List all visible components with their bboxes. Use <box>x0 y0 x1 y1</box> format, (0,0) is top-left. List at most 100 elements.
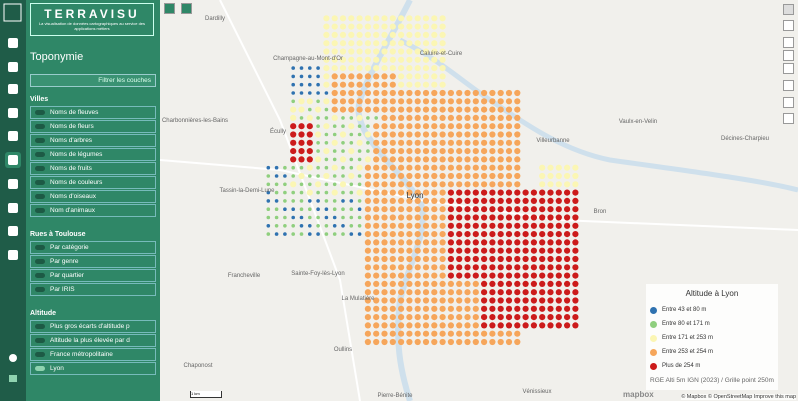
toggle[interactable] <box>35 273 45 278</box>
group-title[interactable]: Altitude <box>30 310 57 317</box>
map-control[interactable] <box>783 4 794 15</box>
toggle[interactable] <box>35 152 45 157</box>
map-dot <box>456 247 463 254</box>
toggle[interactable] <box>35 259 45 264</box>
map-dot <box>530 280 537 287</box>
logout-icon[interactable] <box>9 375 17 382</box>
map-dot <box>283 199 287 203</box>
layer-row[interactable]: France métropolitaine <box>30 348 156 361</box>
toggle[interactable] <box>35 287 45 292</box>
map-dot <box>422 314 430 321</box>
nav-icon[interactable] <box>8 179 18 189</box>
map-dot <box>422 239 430 246</box>
panel-toggle[interactable] <box>164 3 175 14</box>
map-dot <box>323 65 330 72</box>
layer-row[interactable]: Par IRIS <box>30 283 156 296</box>
map-dot <box>308 82 312 87</box>
toggle[interactable] <box>35 208 45 213</box>
map-control[interactable] <box>783 97 794 108</box>
attribution[interactable]: © Mapbox © OpenStreetMap Improve this ma… <box>681 394 796 400</box>
layer-row[interactable]: Altitude la plus élevée par d <box>30 334 156 347</box>
map-dot <box>447 264 454 271</box>
map-dot <box>481 106 488 113</box>
map-dot <box>389 272 396 279</box>
map-dot <box>539 222 546 229</box>
map[interactable]: Dardilly Champagne-au-Mont-d'Or Caluire-et… <box>160 0 798 401</box>
nav-icon[interactable] <box>8 155 18 165</box>
layer-row[interactable]: Lyon <box>30 362 156 375</box>
toggle[interactable] <box>35 138 45 143</box>
layer-row[interactable]: Nom d'animaux <box>30 204 156 217</box>
map-dot <box>332 132 337 137</box>
toggle[interactable] <box>35 166 45 171</box>
toggle[interactable] <box>35 338 45 343</box>
layer-row[interactable]: Noms d'arbres <box>30 134 156 147</box>
map-control[interactable] <box>783 113 794 124</box>
map-control[interactable] <box>783 80 794 91</box>
nav-icon[interactable] <box>8 131 18 141</box>
map-control[interactable] <box>783 20 794 31</box>
map-dot <box>439 48 446 55</box>
toggle[interactable] <box>35 180 45 185</box>
map-dot <box>331 189 338 196</box>
layer-row[interactable]: Par catégorie <box>30 241 156 254</box>
map-dot <box>497 156 504 163</box>
map-dot <box>341 124 345 128</box>
toggle[interactable] <box>35 324 45 329</box>
nav-icon[interactable] <box>8 203 18 213</box>
nav-icon[interactable] <box>8 84 18 94</box>
map-dot <box>339 106 347 113</box>
map-dot <box>431 272 438 279</box>
toggle[interactable] <box>35 352 45 357</box>
nav-icon[interactable] <box>8 226 18 236</box>
nav-icon[interactable] <box>8 108 18 118</box>
group-title[interactable]: Rues à Toulouse <box>30 231 86 238</box>
map-dot <box>530 322 537 329</box>
layer-row[interactable]: Par genre <box>30 255 156 268</box>
map-dot <box>464 189 471 196</box>
toggle[interactable] <box>35 124 45 129</box>
layer-row[interactable]: Plus gros écarts d'altitude p <box>30 320 156 333</box>
toggle[interactable] <box>35 110 45 115</box>
nav-icon[interactable] <box>8 250 18 260</box>
map-dot <box>422 15 430 22</box>
toggle[interactable] <box>35 194 45 199</box>
map-control[interactable] <box>783 37 794 48</box>
nav-icon[interactable] <box>8 38 18 48</box>
map-dot <box>497 255 504 263</box>
map-control[interactable] <box>783 63 794 74</box>
mapbox-logo[interactable]: mapbox <box>623 390 654 399</box>
map-dot <box>422 189 430 196</box>
map-dot <box>398 305 405 312</box>
toggle[interactable] <box>35 366 45 371</box>
map-dot <box>514 123 521 130</box>
layer-row[interactable]: Par quartier <box>30 269 156 282</box>
panel-toggle[interactable] <box>181 3 192 14</box>
search[interactable]: Filtrer les couches <box>30 74 156 87</box>
map-dot <box>299 82 304 87</box>
map-dot <box>389 131 396 138</box>
map-dot <box>439 89 446 97</box>
map-dot <box>481 280 488 287</box>
layer-row[interactable]: Noms d'oiseaux <box>30 190 156 203</box>
layer-row[interactable]: Noms de fleuves <box>30 106 156 119</box>
map-dot <box>406 239 413 246</box>
map-dot <box>431 114 438 121</box>
map-dot <box>266 232 271 236</box>
toggle[interactable] <box>35 245 45 250</box>
map-dot <box>290 156 297 163</box>
group-title[interactable]: Villes <box>30 96 49 103</box>
layer-row[interactable]: Noms de légumes <box>30 148 156 161</box>
layer-row[interactable]: Noms de couleurs <box>30 176 156 189</box>
map-control[interactable] <box>783 50 794 61</box>
layer-row[interactable]: Noms de fruits <box>30 162 156 175</box>
map-dot <box>505 131 513 138</box>
map-dot <box>514 214 521 221</box>
info-icon[interactable] <box>9 354 17 362</box>
map-dot <box>298 98 305 105</box>
map-dot <box>331 40 338 47</box>
map-dot <box>306 164 313 171</box>
layer-row[interactable]: Noms de fleurs <box>30 120 156 133</box>
nav-icon[interactable] <box>8 62 18 72</box>
